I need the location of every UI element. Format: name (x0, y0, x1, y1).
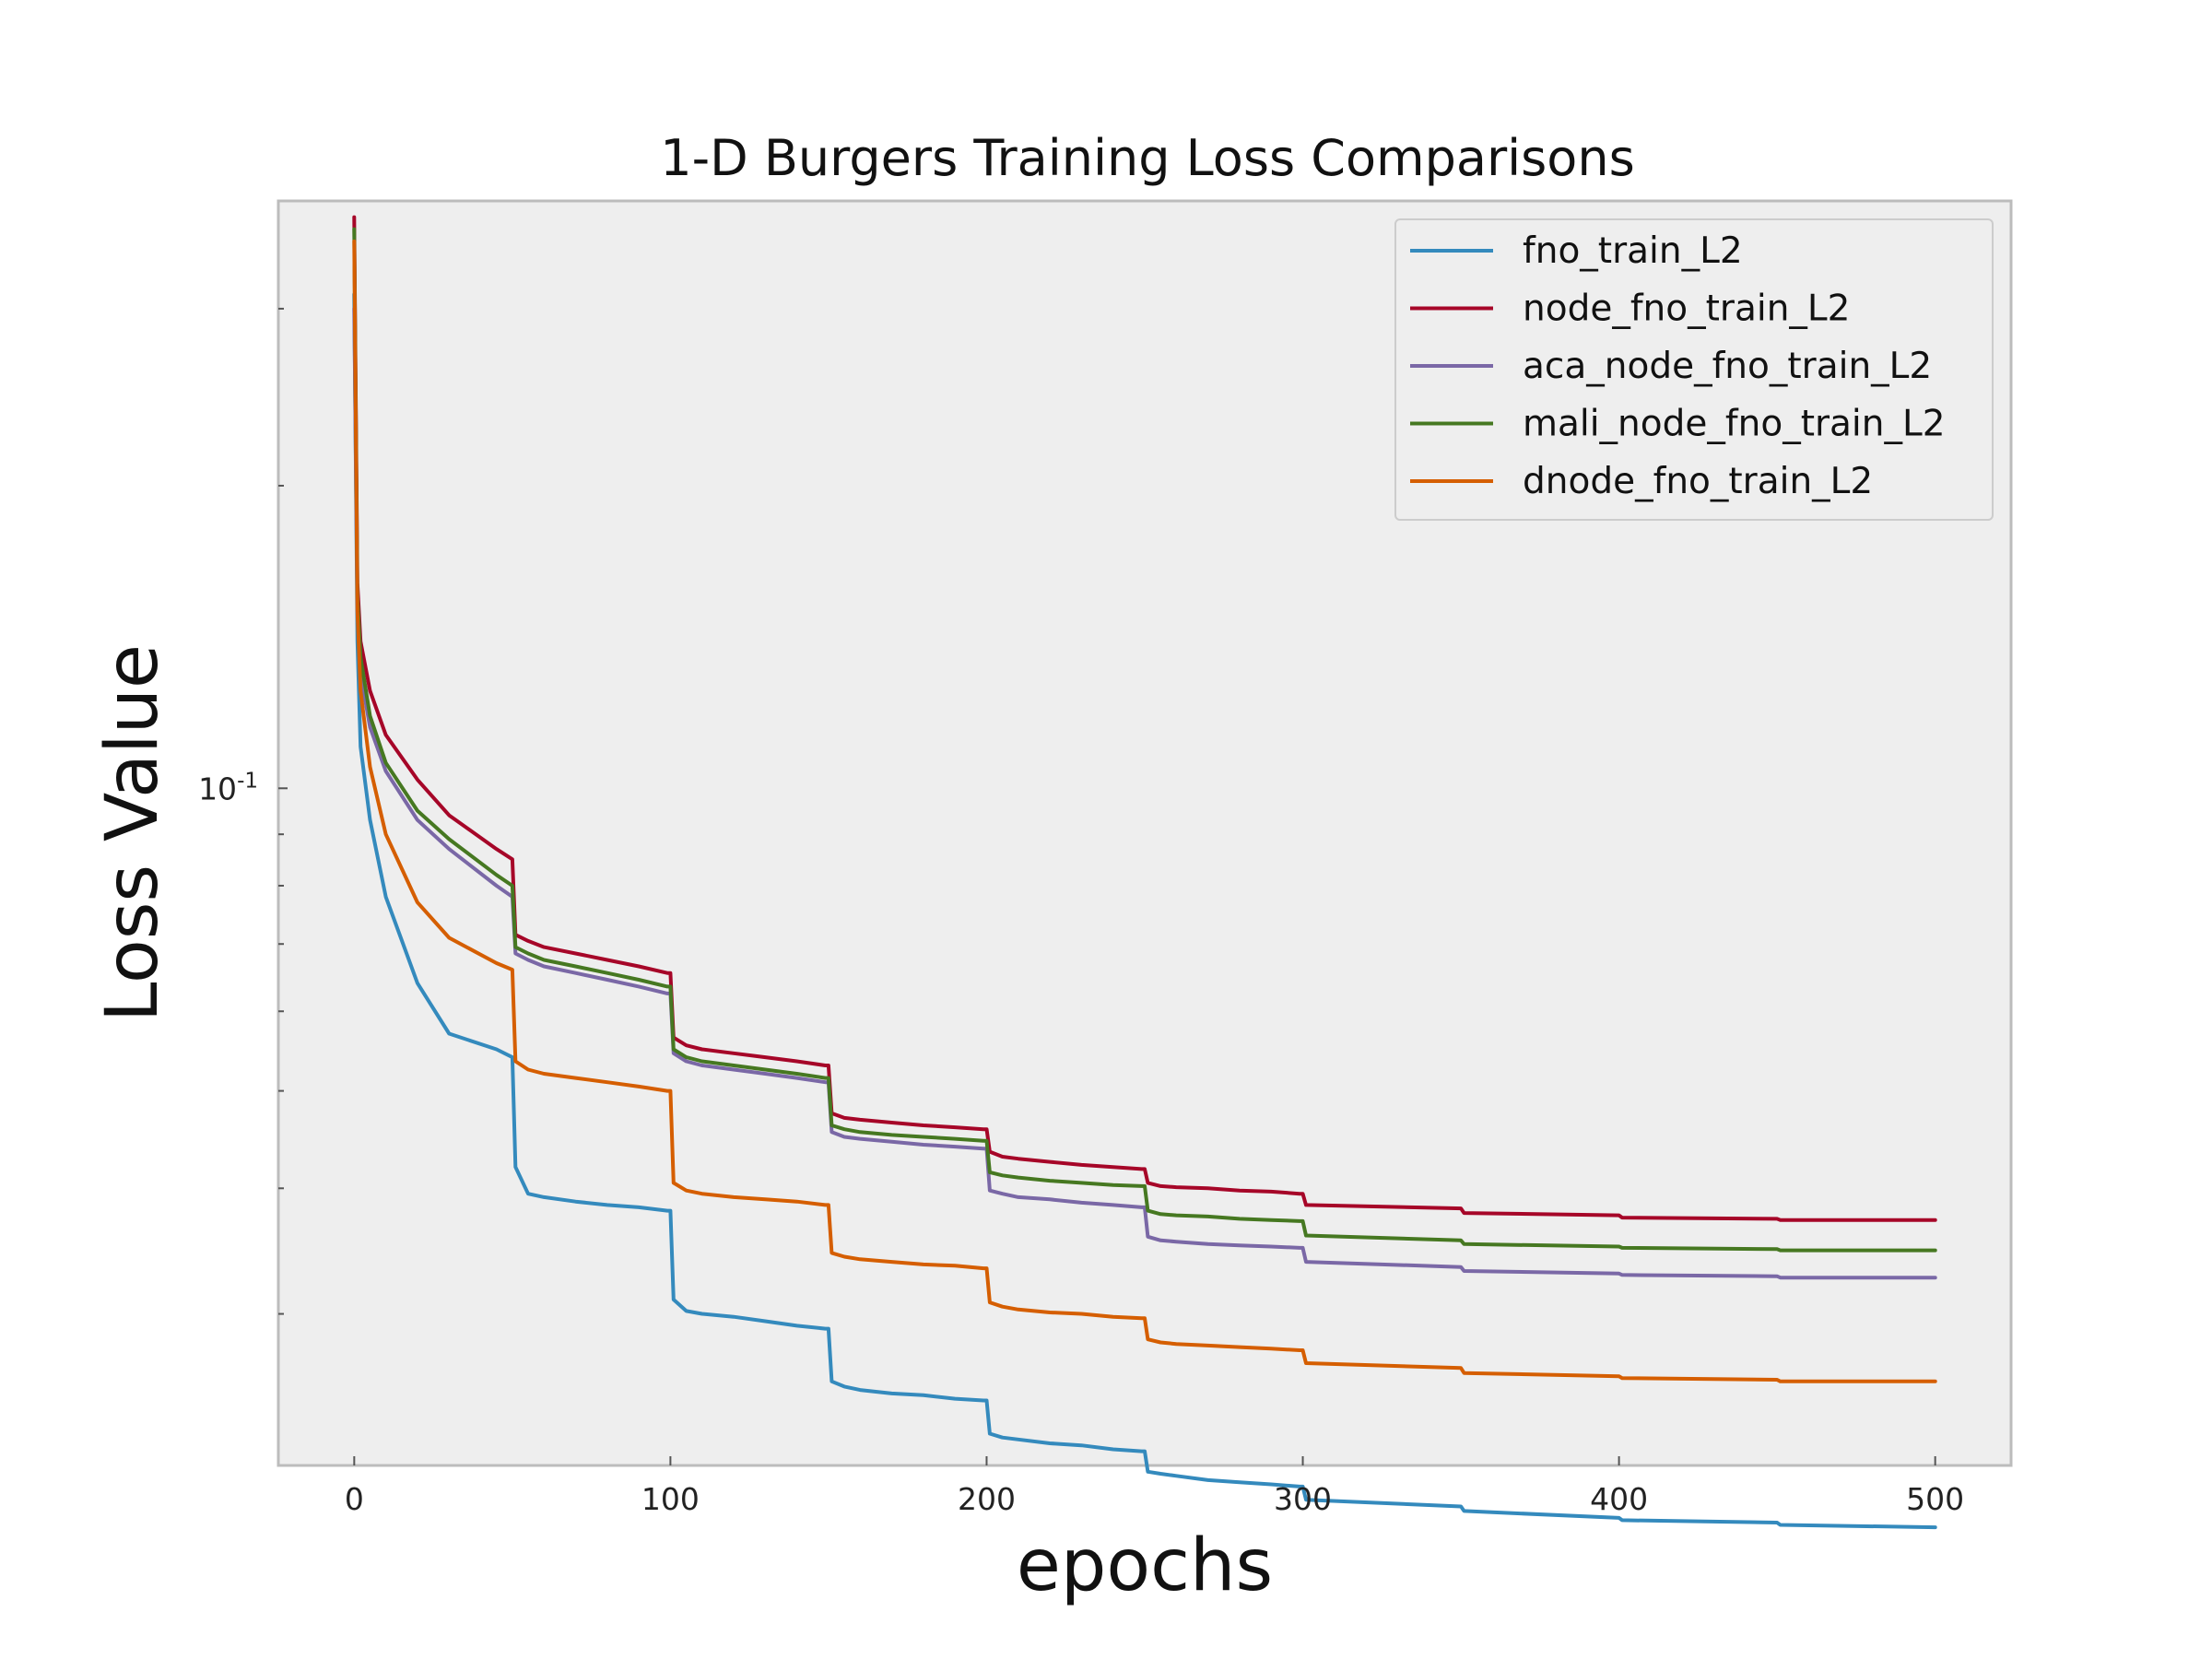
series-line-dnode_fno_train_L2 (352, 239, 1937, 1383)
series-line-node_fno_train_L2 (352, 215, 1937, 1222)
chart-title: 1-D Burgers Training Loss Comparisons (660, 129, 1634, 187)
legend-label-mali_node_fno_train_L2: mali_node_fno_train_L2 (1523, 404, 1946, 445)
y-tick-label: 10-1 (198, 769, 258, 806)
series-line-aca_node_fno_train_L2 (352, 306, 1937, 1280)
legend-label-fno_train_L2: fno_train_L2 (1523, 230, 1743, 272)
legend-label-dnode_fno_train_L2: dnode_fno_train_L2 (1523, 461, 1873, 502)
x-tick-label: 0 (345, 1481, 364, 1517)
x-axis: 0 100 200 300 400 500 (345, 1456, 1964, 1517)
legend-label-node_fno_train_L2: node_fno_train_L2 (1523, 288, 1850, 330)
y-axis-label: Loss Value (91, 644, 174, 1022)
x-tick-label: 200 (958, 1481, 1016, 1517)
legend: fno_train_L2 node_fno_train_L2 aca_node_fn… (1394, 218, 1994, 521)
x-tick-label: 100 (641, 1481, 700, 1517)
x-axis-label: epochs (1017, 1524, 1273, 1607)
series-line-mali_node_fno_train_L2 (352, 227, 1937, 1253)
x-tick-label: 300 (1274, 1481, 1332, 1517)
x-tick-label: 400 (1590, 1481, 1648, 1517)
y-axis: 10-1 (198, 307, 288, 1315)
series-line-fno_train_L2 (352, 292, 1937, 1530)
x-tick-label: 500 (1906, 1481, 1964, 1517)
series-layer (352, 215, 1937, 1530)
legend-box (1394, 218, 1994, 521)
legend-label-aca_node_fno_train_L2: aca_node_fno_train_L2 (1523, 346, 1932, 387)
